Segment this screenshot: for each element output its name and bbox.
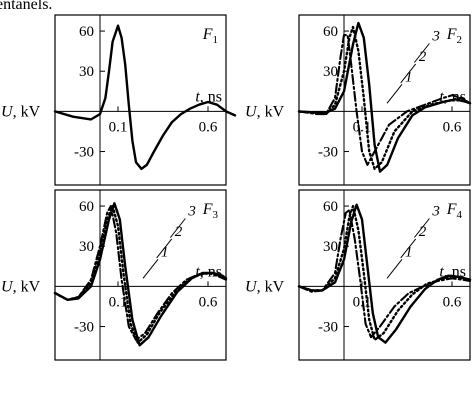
y-axis-label: U, kV [245,103,285,120]
y-tick-label: -30 [74,145,94,161]
x-tick-label: 0.1 [353,119,372,135]
series-line-3 [297,34,472,166]
x-tick-label: 0.6 [199,119,218,135]
series-leader-line [413,218,430,238]
panel-label: F2 [446,26,462,46]
chart-panel-1: 60 30 -30 0.1 0.6 U, kV t, ns F1 [1,14,237,186]
y-tick-label: 30 [79,64,94,80]
series-number-label: 2 [419,224,427,240]
series-line-1 [297,203,472,344]
series-number-label: 1 [405,244,413,260]
panel-frame [298,14,471,186]
y-tick-label: 30 [323,239,338,255]
y-tick-label: -30 [318,320,338,336]
panel-label: F3 [202,201,219,221]
series-leader-line [400,238,417,259]
series-number-label: 2 [419,49,427,65]
series-number-label: 1 [161,244,169,260]
x-tick-label: 0.1 [109,294,128,310]
y-axis-label: U, kV [1,103,41,120]
y-tick-label: -30 [74,320,94,336]
y-tick-label: -30 [318,145,338,161]
x-tick-label: 0.6 [199,294,218,310]
panel-label: F4 [446,201,463,221]
series-line-2 [297,204,472,342]
series-number-label: 3 [431,29,440,45]
series-line-1 [53,202,228,347]
y-tick-label: 60 [323,24,338,40]
series-leader-line [142,258,159,279]
y-tick-label: 60 [79,199,94,215]
header-fragment: entanels. [0,0,52,13]
series-line-1 [297,21,472,173]
series-number-label: 3 [431,204,440,220]
series-leader-line [156,238,173,259]
panel-frame [298,189,471,361]
y-axis-label: U, kV [245,278,285,295]
x-tick-label: 0.6 [443,119,462,135]
y-tick-label: 60 [323,199,338,215]
panel-label: F1 [202,26,218,46]
x-tick-label: 0.6 [443,294,462,310]
series-leader-line [386,83,403,104]
series-leader-line [386,258,403,279]
panel-frame [54,14,227,186]
y-tick-label: 60 [79,24,94,40]
series-leader-line [413,43,430,63]
y-axis-label: U, kV [1,278,41,295]
y-tick-label: 30 [79,239,94,255]
series-number-label: 3 [187,204,196,220]
series-leader-line [169,218,186,238]
series-number-label: 2 [175,224,183,240]
x-axis-label: t, ns [195,88,222,105]
x-tick-label: 0.1 [109,119,128,135]
series-number-label: 1 [405,69,413,85]
panel-frame [54,189,227,361]
series-leader-line [400,63,417,84]
series-line-main [53,24,237,171]
y-tick-label: 30 [323,64,338,80]
